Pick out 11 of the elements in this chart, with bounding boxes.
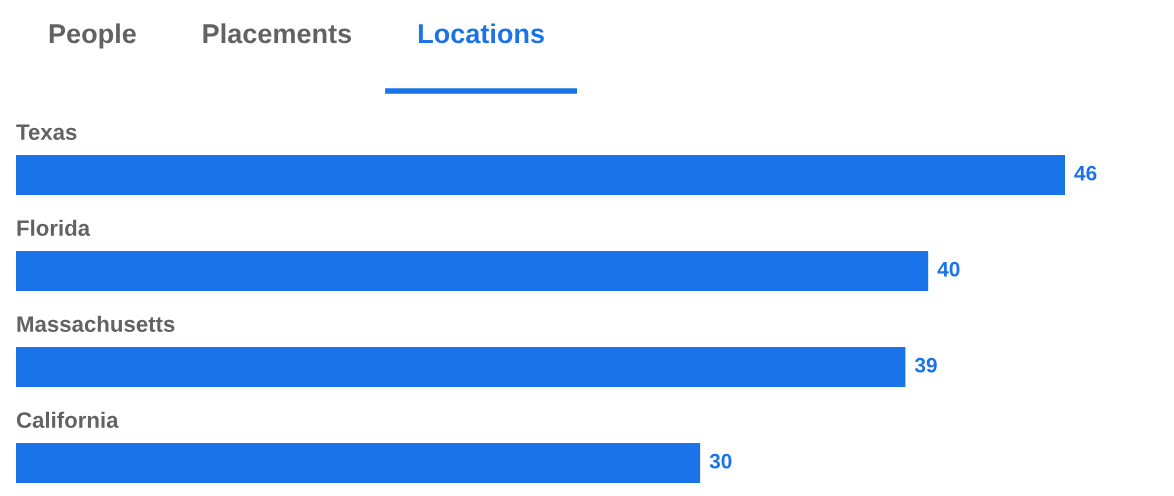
y-tick-label: Florida: [17, 219, 91, 236]
y-tick-label: California: [16, 411, 119, 428]
data-label: 30: [709, 453, 732, 469]
y-tick-label: Massachusetts: [17, 315, 175, 332]
text: Placements: [203, 23, 352, 44]
data-label: 40: [937, 261, 960, 277]
y-tick-label: Texas: [16, 124, 77, 140]
text: People: [49, 23, 136, 49]
chart-title: Locations: [418, 23, 544, 44]
data-label: 46: [1074, 165, 1097, 181]
data-label: 39: [914, 357, 937, 373]
